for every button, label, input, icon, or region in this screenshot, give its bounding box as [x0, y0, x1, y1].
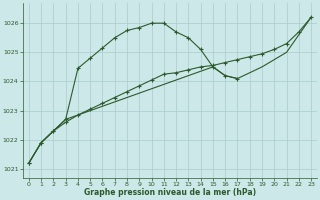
X-axis label: Graphe pression niveau de la mer (hPa): Graphe pression niveau de la mer (hPa) [84, 188, 256, 197]
